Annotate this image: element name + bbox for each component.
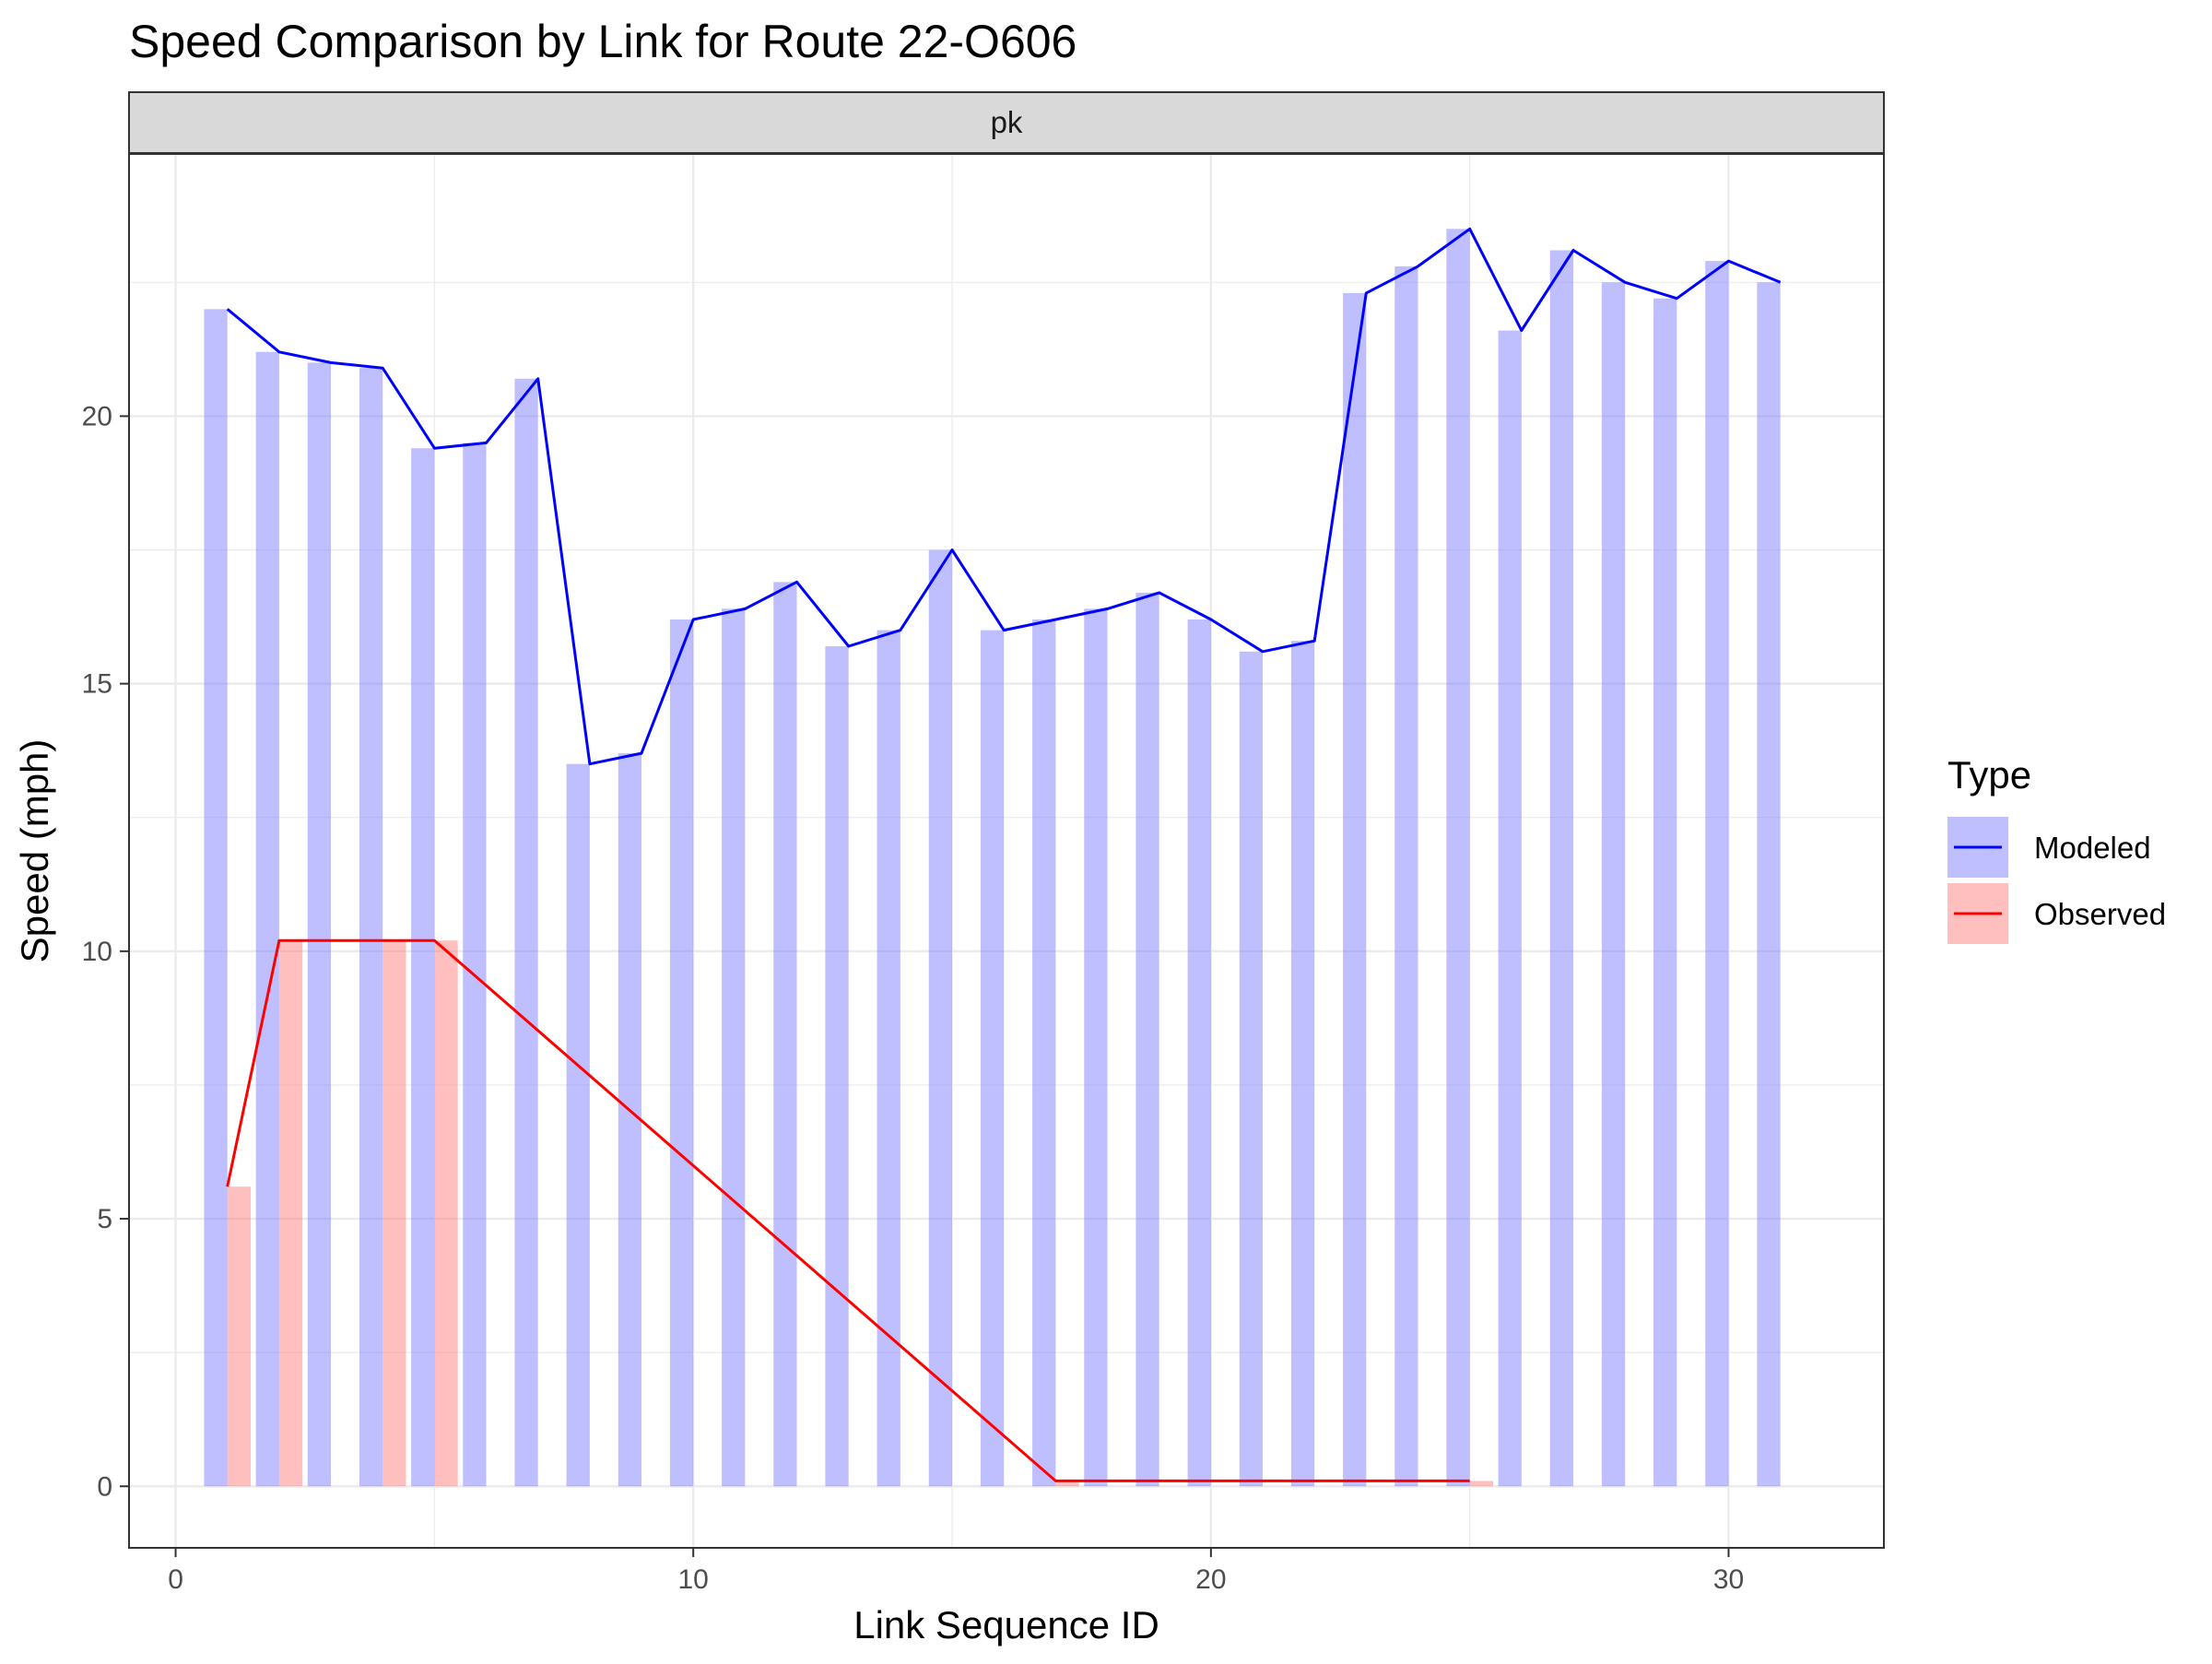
y-axis-title: Speed (mph): [13, 739, 56, 963]
bar-modeled-23: [1343, 292, 1367, 1487]
facet-strip: [128, 91, 1885, 154]
bar-modeled-25: [1446, 229, 1470, 1487]
bar-modeled-12: [773, 582, 797, 1487]
bar-modeled-15: [928, 549, 953, 1487]
bar-modeled-4: [359, 368, 383, 1487]
bar-modeled-1: [204, 309, 228, 1487]
bars: [204, 229, 1781, 1487]
bar-modeled-17: [1032, 619, 1056, 1487]
series-lines: [226, 227, 1782, 1482]
bar-modeled-11: [722, 608, 746, 1487]
bar-modeled-20: [1187, 619, 1211, 1487]
bar-modeled-2: [255, 351, 279, 1487]
facet-strip-label: pk: [991, 105, 1023, 139]
bar-observed-17: [1055, 1481, 1079, 1487]
bar-modeled-9: [618, 753, 642, 1487]
axis-ticks: 0 10 20 30 0 5 10 15 20: [82, 401, 1745, 1595]
bar-modeled-6: [463, 443, 487, 1487]
bar-observed-2: [278, 940, 303, 1487]
bar-observed-1: [227, 1186, 251, 1487]
y-tick-label: 20: [82, 401, 112, 431]
bar-modeled-30: [1705, 261, 1729, 1487]
line-observed: [226, 938, 1470, 1482]
bar-modeled-13: [825, 645, 849, 1487]
x-tick-label: 30: [1713, 1564, 1744, 1595]
legend-label-modeled: Modeled: [2034, 831, 2151, 865]
y-tick-label: 0: [97, 1471, 112, 1502]
bar-modeled-21: [1239, 651, 1264, 1487]
y-tick-label: 15: [82, 669, 112, 700]
line-modeled: [226, 227, 1782, 766]
bar-modeled-16: [980, 630, 1005, 1487]
bar-modeled-3: [307, 362, 332, 1487]
bar-modeled-26: [1498, 330, 1522, 1487]
x-axis-title: Link Sequence ID: [853, 1603, 1159, 1646]
legend: Type Modeled Observed: [1947, 753, 2166, 944]
bar-modeled-28: [1601, 282, 1626, 1487]
bar-modeled-5: [411, 448, 435, 1487]
bar-modeled-10: [669, 619, 694, 1487]
bar-modeled-31: [1757, 282, 1781, 1487]
y-tick-label: 5: [97, 1204, 112, 1234]
bar-modeled-8: [566, 763, 590, 1487]
legend-label-observed: Observed: [2034, 897, 2166, 931]
chart-title: Speed Comparison by Link for Route 22-O6…: [129, 16, 1077, 67]
legend-item-observed: Observed: [1947, 883, 2166, 944]
bar-modeled-19: [1135, 592, 1159, 1487]
plot-panel-border: [128, 153, 1885, 1549]
legend-title: Type: [1947, 753, 2031, 797]
y-tick-label: 10: [82, 937, 112, 967]
bar-modeled-29: [1653, 298, 1677, 1487]
bar-modeled-22: [1290, 641, 1315, 1487]
bar-modeled-7: [514, 378, 538, 1487]
legend-item-modeled: Modeled: [1947, 817, 2151, 878]
x-tick-label: 0: [168, 1564, 183, 1595]
bar-modeled-14: [877, 630, 900, 1487]
bar-observed-4: [382, 940, 406, 1487]
bar-observed-5: [434, 940, 458, 1487]
bar-observed-25: [1469, 1481, 1493, 1487]
bar-modeled-18: [1084, 608, 1108, 1487]
bar-modeled-24: [1394, 266, 1418, 1487]
bar-modeled-27: [1549, 250, 1574, 1487]
x-tick-label: 20: [1195, 1564, 1226, 1595]
x-tick-label: 10: [678, 1564, 709, 1595]
